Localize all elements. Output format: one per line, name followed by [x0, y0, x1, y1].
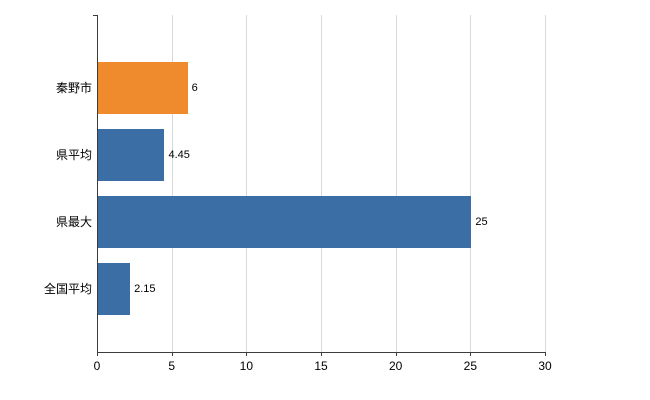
- x-axis-tick: [97, 352, 98, 356]
- x-axis-tick-label: 5: [168, 359, 175, 373]
- value-label: 4.45: [168, 149, 190, 161]
- x-axis-tick: [545, 352, 546, 356]
- x-axis-tick: [246, 352, 248, 356]
- x-axis-tick-label: 30: [538, 359, 552, 373]
- gridline: [470, 15, 472, 352]
- gridline: [395, 15, 397, 352]
- x-axis-tick: [321, 352, 322, 356]
- x-axis-tick: [470, 352, 472, 356]
- chart-bar: [98, 62, 188, 114]
- value-label: 6: [191, 82, 198, 94]
- gridline: [545, 15, 546, 352]
- x-axis-tick-label: 10: [239, 359, 253, 373]
- category-label: 秦野市: [55, 81, 92, 95]
- gridline: [246, 15, 248, 352]
- value-label: 2.15: [134, 283, 156, 295]
- x-axis-tick-label: 15: [314, 359, 328, 373]
- gridline: [171, 15, 173, 352]
- x-axis-tick-label: 25: [463, 359, 477, 373]
- x-axis-line: [97, 352, 546, 353]
- chart-bar: [98, 196, 472, 248]
- chart-bar: [98, 129, 165, 181]
- gridline: [321, 15, 322, 352]
- x-axis-tick-label: 20: [388, 359, 403, 373]
- x-axis-tick: [171, 352, 173, 356]
- category-label: 県平均: [55, 148, 92, 162]
- x-axis-tick: [395, 352, 397, 356]
- value-label: 25: [475, 216, 488, 228]
- y-axis-line: [97, 15, 98, 353]
- x-axis-tick-label: 0: [93, 359, 101, 373]
- category-label: 全国平均: [43, 282, 92, 296]
- chart-bar: [98, 263, 131, 315]
- category-label: 県最大: [55, 215, 92, 229]
- y-axis-top-tick: [93, 15, 97, 16]
